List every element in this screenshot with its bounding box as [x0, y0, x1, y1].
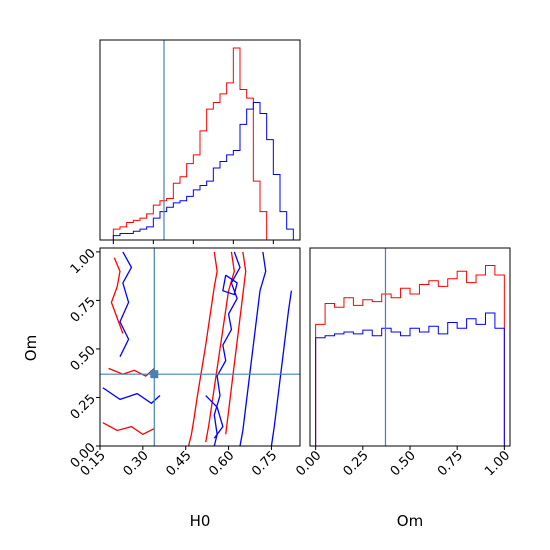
om-histogram-steps	[315, 265, 505, 446]
contour-red-5	[102, 422, 155, 436]
joint-y-tick-label-1: 0.25	[68, 392, 99, 423]
contour-red-2	[225, 251, 247, 435]
joint-y-tick-label-4: 1.00	[68, 246, 99, 277]
om-marginal-frame	[309, 247, 511, 447]
h0-hist-step-blue-1	[100, 102, 300, 241]
h0-marginal-panel	[99, 39, 301, 244]
h0-histogram-steps	[100, 47, 300, 241]
contour-red-3	[110, 257, 124, 334]
om-x-tick-label-2: 0.50	[388, 448, 419, 479]
om-marginal-panel: 0.00 0.25 0.50 0.75 1.00 Om	[293, 247, 513, 530]
om-hist-step-red-0	[315, 265, 505, 446]
contour-red-4	[108, 367, 155, 377]
joint-y-tick-label-3: 0.75	[68, 295, 99, 326]
joint-y-tick-label-2: 0.50	[68, 343, 99, 374]
joint-x-tick-label-4: 0.75	[249, 448, 280, 479]
x-axis-label-h0: H0	[190, 512, 211, 530]
y-axis-label-om: Om	[22, 335, 40, 361]
h0-marginal-ticks	[112, 240, 274, 244]
joint-truth-point	[150, 370, 159, 379]
joint-frame	[99, 247, 301, 447]
contour-blue-0	[213, 251, 241, 447]
om-x-tick-label-4: 1.00	[482, 448, 513, 479]
contour-blue-5	[205, 395, 224, 439]
h0-marginal-frame	[99, 39, 301, 241]
joint-truth-marker	[100, 248, 300, 446]
joint-x-tick-label-1: 0.30	[121, 448, 152, 479]
x-axis-label-om: Om	[397, 512, 423, 530]
contour-red-0	[187, 251, 218, 447]
om-marginal-ticks: 0.00 0.25 0.50 0.75 1.00	[293, 446, 513, 479]
om-x-tick-label-0: 0.00	[293, 448, 324, 479]
om-hist-step-blue-1	[315, 312, 505, 446]
contour-blue-3	[119, 251, 133, 357]
joint-x-tick-label-3: 0.60	[206, 448, 237, 479]
om-x-tick-label-3: 0.75	[435, 448, 466, 479]
joint-panel: 0.15 0.30 0.45 0.60 0.750.000.250.500.751.00…	[22, 246, 301, 530]
joint-x-tick-label-2: 0.45	[163, 448, 194, 479]
contour-red-1	[205, 251, 235, 443]
contour-blue-1	[239, 251, 267, 447]
joint-contours	[102, 251, 293, 447]
om-x-tick-label-1: 0.25	[341, 448, 372, 479]
contour-blue-6	[222, 274, 238, 296]
h0-hist-step-red-0	[100, 47, 300, 241]
contour-blue-2	[270, 290, 293, 447]
contour-blue-4	[102, 387, 161, 405]
